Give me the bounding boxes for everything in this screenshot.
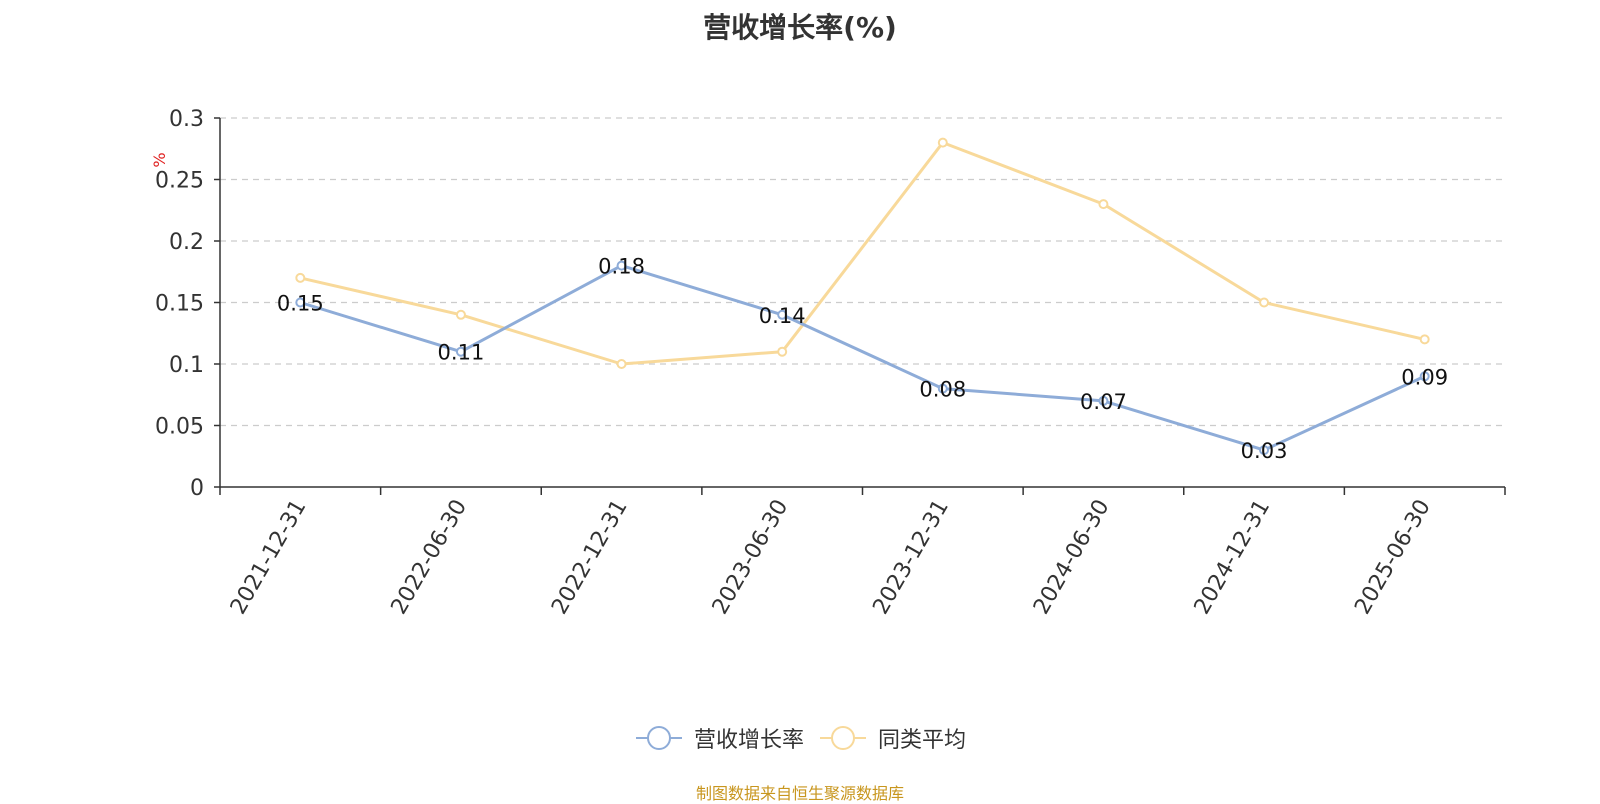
y-tick-label-6: 0.3: [169, 107, 204, 132]
x-tick-label-7: 2025-06-30: [1350, 496, 1436, 619]
y-tick-label-3: 0.15: [155, 292, 204, 317]
series: [295, 137, 1430, 456]
series-1-point-7: [1419, 334, 1430, 345]
series-1-point-0: [295, 272, 306, 283]
series-1-point-4: [937, 137, 948, 148]
x-tick-label-0: 2021-12-31: [226, 496, 312, 619]
legend-revenue-growth-icon: [635, 726, 682, 750]
y-axis-label: %: [150, 152, 169, 167]
legend-item-peer-average[interactable]: 同类平均: [818, 722, 966, 754]
data-label-3: 0.14: [759, 304, 806, 328]
data-label-1: 0.11: [438, 341, 485, 365]
grid-lines: [220, 117, 1505, 427]
legend-label-peer-average: 同类平均: [878, 728, 967, 753]
y-tick-label-0: 0: [190, 476, 204, 501]
legend-peer-average-icon: [820, 726, 866, 750]
y-tick-label-5: 0.25: [155, 169, 204, 194]
y-tick-label-4: 0.2: [169, 230, 204, 255]
legend-label-revenue-growth: 营收增长率: [693, 728, 804, 753]
series-line-0: [299, 264, 1426, 452]
series-0-point-4: [937, 383, 948, 394]
x-tick-label-4: 2023-12-31: [868, 496, 954, 619]
series-1-point-5: [1098, 199, 1109, 210]
series-0-point-2: [616, 260, 627, 271]
series-0-point-3: [777, 309, 788, 320]
data-label-0: 0.15: [277, 292, 324, 316]
x-tick-label-6: 2024-12-31: [1190, 496, 1276, 619]
source-note: 制图数据来自恒生聚源数据库: [695, 784, 904, 803]
data-label-2: 0.18: [598, 255, 645, 279]
series-0-point-7: [1419, 371, 1430, 382]
data-labels: 0.15 0.11 0.18 0.14 0.08 0.07 0.03 0.09: [277, 255, 1448, 464]
data-label-5: 0.07: [1080, 390, 1127, 414]
legend: 营收增长率 同类平均: [0, 722, 1600, 754]
x-tick-label-3: 2023-06-30: [708, 496, 794, 619]
data-label-7: 0.09: [1401, 365, 1448, 389]
axes: 0 0.05 0.1 0.15 0.2 0.25 0.3% 2021-12-31 2022-06…: [150, 107, 1506, 619]
x-tick-label-2: 2022-12-31: [547, 496, 633, 619]
legend-item-revenue-growth[interactable]: 营收增长率: [634, 722, 804, 754]
series-1-point-2: [616, 359, 627, 369]
data-label-6: 0.03: [1241, 439, 1288, 463]
data-label-4: 0.08: [919, 378, 966, 402]
series-1-point-3: [777, 346, 788, 357]
series-0-point-0: [295, 297, 306, 308]
series-1-point-1: [455, 309, 466, 320]
x-tick-label-5: 2024-06-30: [1029, 496, 1115, 619]
series-0-point-1: [455, 346, 466, 357]
y-tick-label-1: 0.05: [155, 415, 204, 440]
chart-title: 营收增长率(%): [703, 11, 897, 44]
series-0-point-6: [1259, 445, 1270, 456]
x-tick-label-1: 2022-06-30: [387, 496, 473, 619]
y-tick-label-2: 0.1: [169, 353, 204, 378]
series-line-1: [299, 141, 1426, 366]
series-1-point-6: [1259, 297, 1270, 308]
series-0-point-5: [1098, 395, 1109, 406]
